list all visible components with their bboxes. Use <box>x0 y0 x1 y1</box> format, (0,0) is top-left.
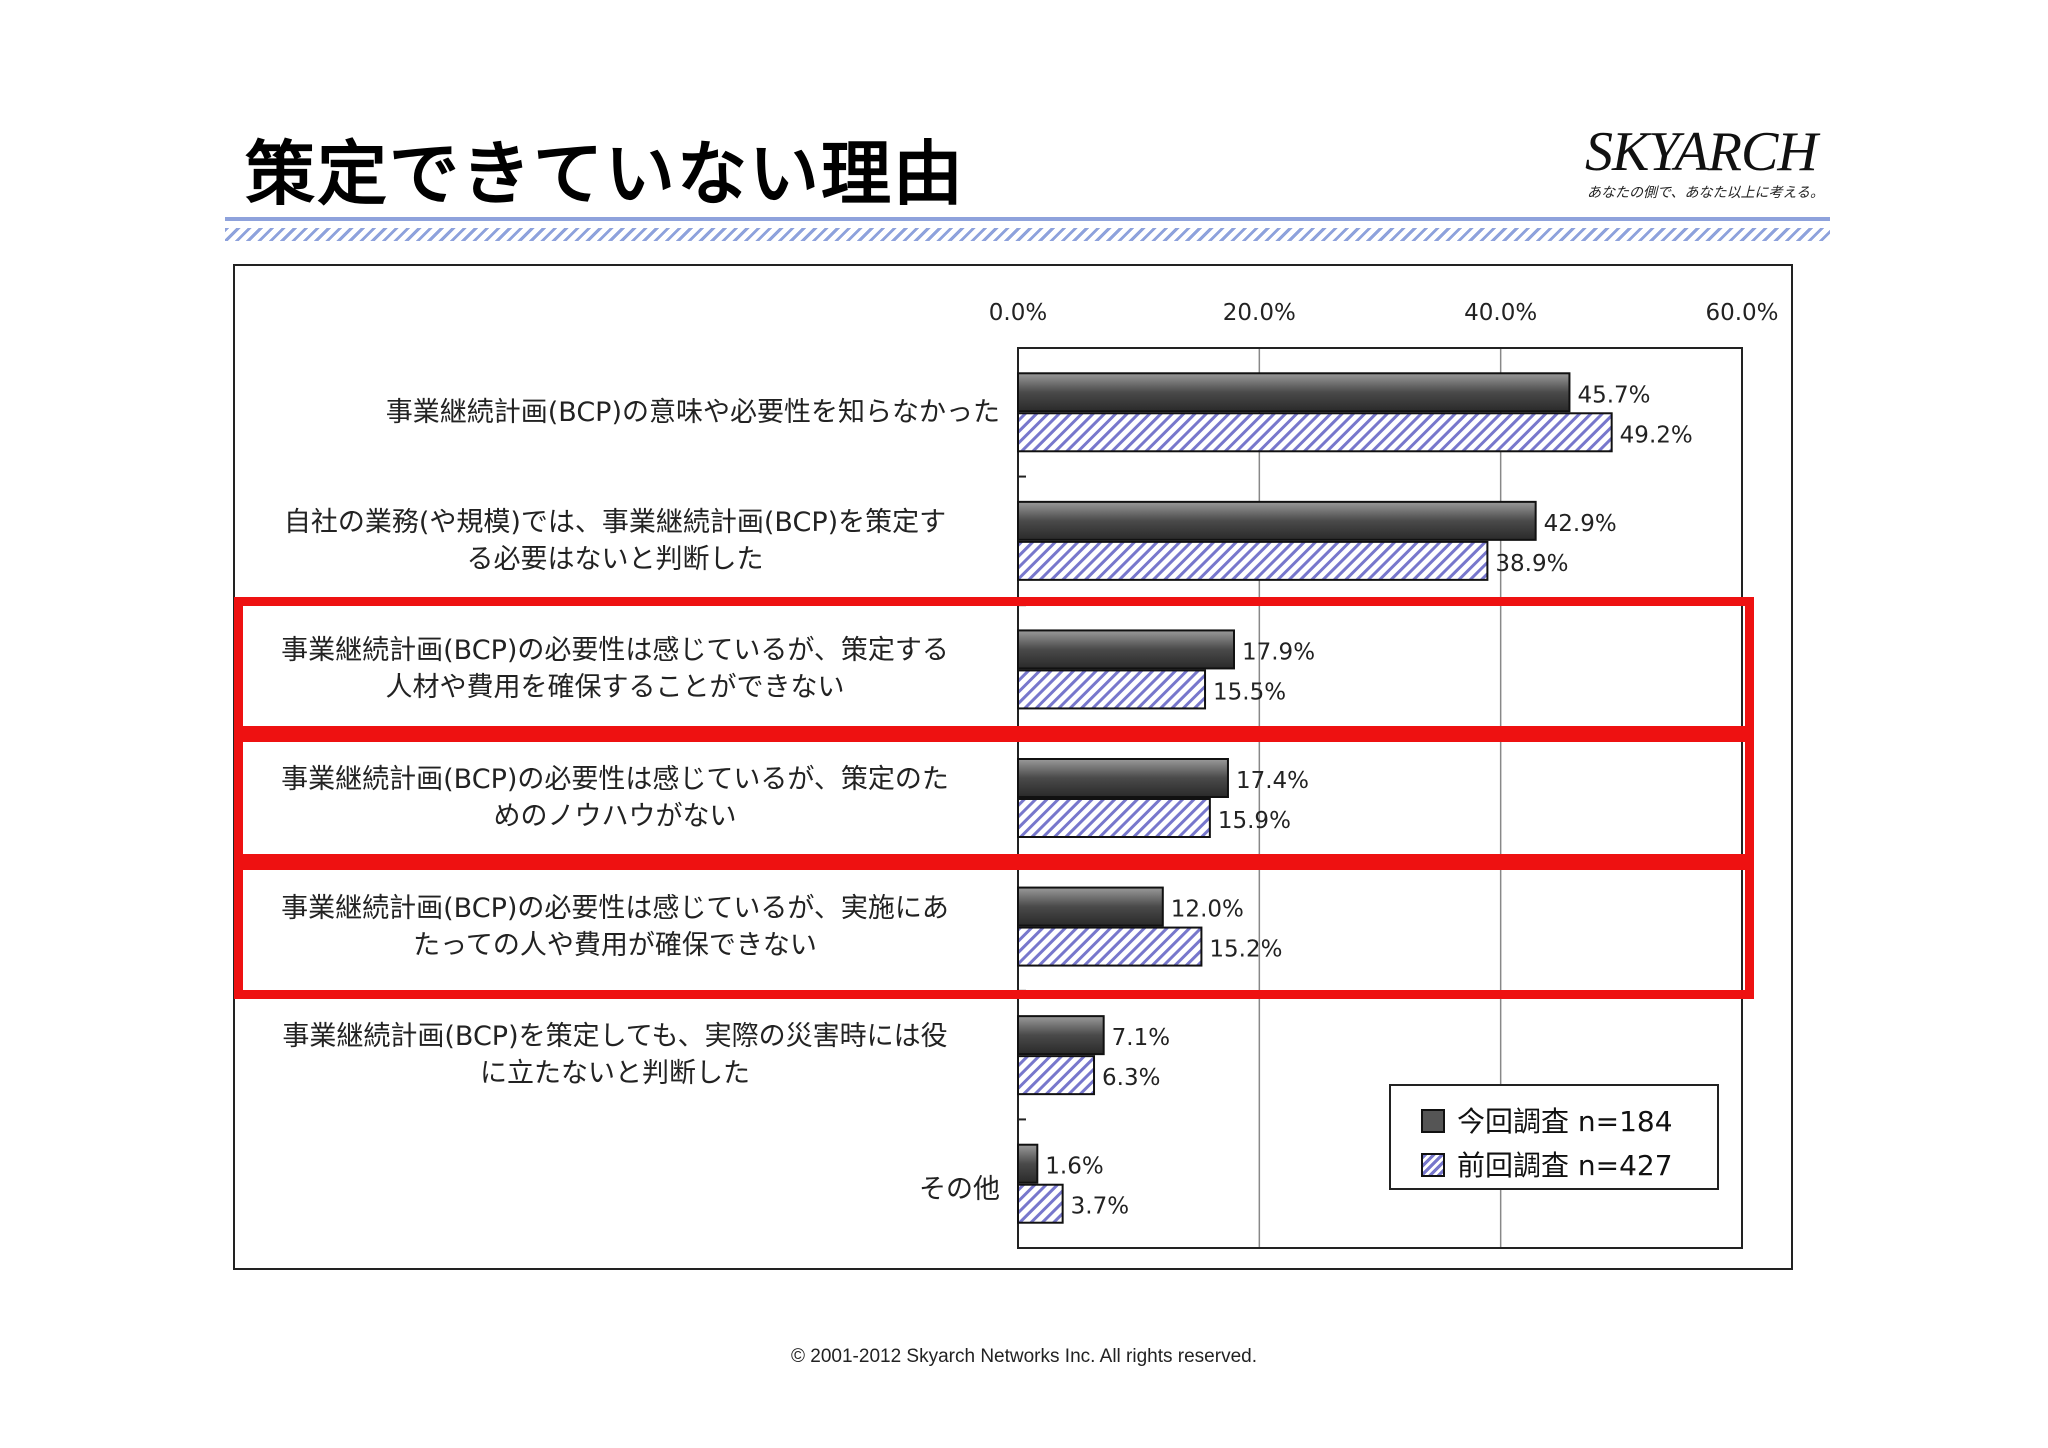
category-label-line2: たっての人や費用が確保できない <box>413 929 817 961</box>
category-label: 事業継続計画(BCP)の必要性は感じているが、策定する 人材や費用を確保することが… <box>230 632 1000 706</box>
legend-swatch-previous <box>1421 1153 1445 1177</box>
category-label: 事業継続計画(BCP)の必要性は感じているが、策定のた めのノウハウがない <box>230 761 1000 835</box>
bar-current <box>1017 758 1229 798</box>
header-hatch-rule <box>225 228 1830 241</box>
highlight-box <box>234 854 1754 999</box>
category-label: その他 <box>230 1171 1000 1208</box>
header-rule <box>225 217 1830 221</box>
data-label-previous: 15.9% <box>1218 808 1291 834</box>
legend-label-previous: 前回調査 n=427 <box>1457 1149 1673 1182</box>
category-label: 事業継続計画(BCP)を策定しても、実際の災害時には役 に立たないと判断した <box>230 1018 1000 1092</box>
bar-previous <box>1017 1183 1064 1224</box>
copyright-footer: © 2001-2012 Skyarch Networks Inc. All ri… <box>791 1346 1257 1367</box>
logo-wordmark: SKYARCH <box>1585 121 1818 183</box>
highlight-box <box>234 725 1754 871</box>
skyarch-logo: SKYARCH あなたの側で、あなた以上に考える。 <box>1585 120 1845 201</box>
legend-item-current: 今回調査 n=184 <box>1421 1100 1673 1140</box>
category-label-line1: 自社の業務(や規模)では、事業継続計画(BCP)を策定す <box>283 506 947 538</box>
logo-tagline: あなたの側で、あなた以上に考える。 <box>1587 185 1825 201</box>
page-title: 策定できていない理由 <box>245 133 965 215</box>
category-label-line1: 事業継続計画(BCP)の必要性は感じているが、策定する <box>281 635 949 667</box>
category-label: 事業継続計画(BCP)の必要性は感じているが、実施にあ たっての人や費用が確保でき… <box>230 890 1000 964</box>
chart-legend: 今回調査 n=184 前回調査 n=427 <box>1389 1084 1719 1190</box>
legend-item-previous: 前回調査 n=427 <box>1421 1144 1673 1184</box>
category-label-line1: 事業継続計画(BCP)を策定しても、実際の災害時には役 <box>282 1021 948 1053</box>
x-tick-label: 40.0% <box>1464 300 1537 326</box>
category-label: 事業継続計画(BCP)の意味や必要性を知らなかった <box>230 394 1000 431</box>
category-label-line2: る必要はないと判断した <box>466 543 764 575</box>
category-label-line1: その他 <box>919 1174 1000 1206</box>
bar-current <box>1017 629 1235 670</box>
bar-current <box>1017 886 1164 927</box>
bar-previous <box>1017 412 1613 453</box>
x-tick-label: 60.0% <box>1705 300 1778 326</box>
data-label-previous: 3.7% <box>1071 1194 1129 1220</box>
data-label-previous: 38.9% <box>1495 551 1568 577</box>
data-label-current: 7.1% <box>1112 1025 1170 1051</box>
data-label-current: 45.7% <box>1577 382 1650 408</box>
bar-previous <box>1017 926 1203 967</box>
category-label-line1: 事業継続計画(BCP)の必要性は感じているが、実施にあ <box>281 892 949 924</box>
data-label-current: 17.9% <box>1242 639 1315 665</box>
category-label: 自社の業務(や規模)では、事業継続計画(BCP)を策定す る必要はないと判断した <box>230 504 1000 578</box>
data-label-previous: 15.5% <box>1213 679 1286 705</box>
data-label-current: 12.0% <box>1171 897 1244 923</box>
legend-swatch-current <box>1421 1109 1445 1133</box>
bar-previous <box>1017 798 1211 838</box>
x-tick-label: 20.0% <box>1223 300 1296 326</box>
category-label-line1: 事業継続計画(BCP)の意味や必要性を知らなかった <box>385 396 1000 428</box>
category-label-line1: 事業継続計画(BCP)の必要性は感じているが、策定のた <box>281 764 949 795</box>
bar-current <box>1017 1143 1039 1184</box>
bar-previous <box>1017 1055 1096 1096</box>
bar-current <box>1017 500 1537 541</box>
bar-current <box>1017 1015 1105 1056</box>
legend-label-current: 今回調査 n=184 <box>1457 1105 1673 1138</box>
bar-previous <box>1017 540 1489 581</box>
data-label-previous: 49.2% <box>1620 422 1693 448</box>
data-label-current: 17.4% <box>1236 768 1309 794</box>
highlight-box <box>234 597 1754 742</box>
category-label-line2: に立たないと判断した <box>480 1058 750 1090</box>
category-label-line2: 人材や費用を確保することができない <box>385 672 845 704</box>
bar-current <box>1017 372 1571 413</box>
data-label-previous: 15.2% <box>1209 937 1282 963</box>
data-label-previous: 6.3% <box>1102 1065 1160 1091</box>
data-label-current: 42.9% <box>1544 511 1617 537</box>
category-label-line2: めのノウハウがない <box>493 801 737 832</box>
x-tick-label: 0.0% <box>989 300 1047 326</box>
data-label-current: 1.6% <box>1045 1154 1103 1180</box>
bar-previous <box>1017 669 1207 710</box>
